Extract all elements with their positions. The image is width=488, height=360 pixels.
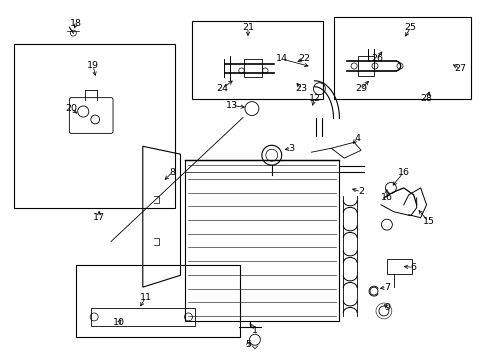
Text: 18: 18: [70, 19, 82, 28]
Bar: [76, 265, 240, 337]
Text: 10: 10: [113, 318, 125, 327]
Text: 16: 16: [380, 193, 392, 202]
Bar: [185, 160, 339, 321]
Text: 29: 29: [354, 84, 366, 93]
Text: 26: 26: [370, 54, 382, 63]
Text: 15: 15: [422, 217, 434, 226]
Text: 24: 24: [216, 84, 228, 93]
Bar: [14, 44, 174, 208]
Text: 7: 7: [383, 283, 389, 292]
Text: 2: 2: [357, 188, 364, 197]
Text: 14: 14: [275, 54, 287, 63]
Bar: [244, 59, 262, 77]
Text: 19: 19: [87, 62, 99, 71]
Text: 3: 3: [288, 144, 294, 153]
Text: 21: 21: [242, 23, 253, 32]
Bar: [386, 260, 411, 274]
Bar: [91, 308, 195, 326]
Text: 12: 12: [308, 94, 320, 103]
Text: 4: 4: [353, 134, 359, 143]
Bar: [334, 17, 470, 99]
Text: 27: 27: [453, 64, 466, 73]
Text: 25: 25: [404, 23, 416, 32]
Text: 23: 23: [295, 84, 307, 93]
Text: 5: 5: [244, 340, 250, 349]
Text: 17: 17: [93, 213, 105, 222]
Text: 11: 11: [140, 293, 151, 302]
Text: 16: 16: [397, 167, 409, 176]
Text: 28: 28: [420, 94, 432, 103]
Text: 6: 6: [410, 263, 416, 272]
Text: 22: 22: [298, 54, 310, 63]
Text: 9: 9: [383, 302, 389, 311]
Text: 20: 20: [65, 104, 77, 113]
Bar: [358, 55, 373, 76]
Text: 13: 13: [225, 101, 238, 110]
Text: 1: 1: [251, 326, 257, 335]
Text: 8: 8: [169, 167, 175, 176]
Bar: [192, 21, 323, 99]
